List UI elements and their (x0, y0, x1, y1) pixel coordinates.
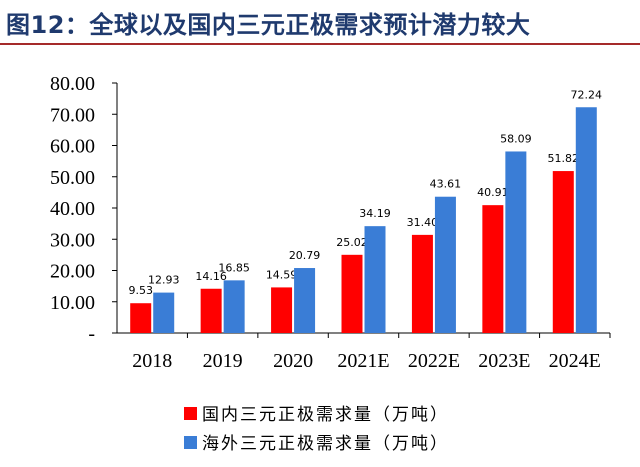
bar-domestic (200, 288, 222, 333)
bar-overseas (223, 280, 245, 333)
bar-overseas (153, 292, 175, 333)
data-label: 58.09 (500, 132, 532, 145)
x-tick-label: 2021E (337, 350, 389, 372)
x-tick-label: 2023E (478, 350, 530, 372)
bar-overseas (505, 151, 527, 333)
bar-overseas (364, 226, 386, 333)
bar-overseas (575, 107, 597, 333)
bar-overseas (294, 268, 316, 333)
y-tick-label: - (88, 323, 95, 345)
bar-domestic (341, 254, 363, 333)
y-tick-label: 50.00 (50, 167, 95, 189)
data-label: 43.61 (430, 178, 462, 191)
y-tick-label: 20.00 (50, 261, 95, 283)
title-bar: 图12：全球以及国内三元正极需求预计潜力较大 (0, 0, 640, 45)
bar-domestic (130, 303, 152, 333)
x-tick-label: 2022E (408, 350, 460, 372)
bar-domestic (552, 171, 574, 333)
y-tick-label: 30.00 (50, 229, 95, 251)
figure-title: 图12：全球以及国内三元正极需求预计潜力较大 (6, 11, 531, 39)
legend-label: 国内三元正极需求量（万吨） (202, 405, 449, 425)
x-tick-label: 2020 (273, 350, 313, 372)
data-label: 31.40 (407, 216, 439, 229)
bar-domestic (411, 234, 433, 333)
data-label: 16.85 (218, 261, 250, 274)
legend-swatch (184, 436, 197, 449)
legend-swatch (184, 407, 197, 420)
bar-domestic (271, 287, 293, 333)
data-label: 34.19 (359, 207, 391, 220)
x-tick-label: 2019 (203, 350, 243, 372)
title-divider (0, 43, 640, 45)
x-tick-label: 2018 (132, 350, 172, 372)
y-tick-label: 10.00 (50, 292, 95, 314)
y-tick-label: 60.00 (50, 136, 95, 158)
x-tick-label: 2024E (549, 350, 601, 372)
data-label: 20.79 (289, 249, 321, 262)
y-tick-label: 40.00 (50, 198, 95, 220)
data-label: 40.91 (477, 186, 509, 199)
data-label: 51.82 (548, 152, 580, 165)
data-label: 12.93 (148, 274, 180, 287)
legend-label: 海外三元正极需求量（万吨） (202, 434, 449, 454)
y-tick-label: 70.00 (50, 104, 95, 126)
data-label: 14.59 (266, 268, 298, 281)
data-label: 72.24 (571, 88, 603, 101)
data-label: 25.02 (336, 236, 368, 249)
data-label: 9.53 (128, 284, 153, 297)
bar-domestic (482, 205, 504, 333)
bar-overseas (434, 196, 456, 333)
y-tick-label: 80.00 (50, 73, 95, 95)
data-label: 14.16 (195, 270, 227, 283)
